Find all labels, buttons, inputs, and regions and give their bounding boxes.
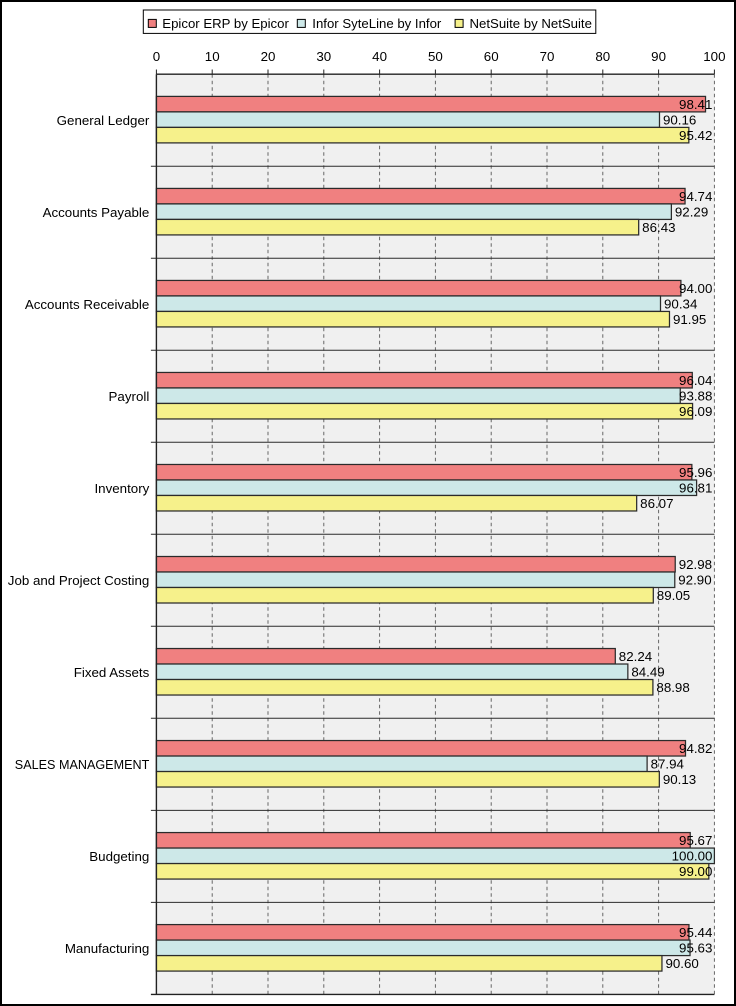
svg-text:50: 50 (428, 49, 443, 64)
svg-text:90.16: 90.16 (663, 112, 696, 127)
svg-text:90: 90 (651, 49, 666, 64)
svg-text:95.96: 95.96 (679, 465, 712, 480)
svg-text:98.41: 98.41 (679, 97, 712, 112)
svg-text:86.07: 86.07 (640, 496, 673, 511)
svg-text:70: 70 (540, 49, 555, 64)
svg-text:60: 60 (484, 49, 499, 64)
svg-text:84.49: 84.49 (631, 664, 664, 679)
svg-text:Payroll: Payroll (109, 389, 150, 404)
svg-text:93.88: 93.88 (679, 388, 712, 403)
svg-text:Fixed Assets: Fixed Assets (74, 665, 150, 680)
svg-text:0: 0 (153, 49, 160, 64)
svg-text:20: 20 (261, 49, 276, 64)
svg-text:95.67: 95.67 (679, 833, 712, 848)
svg-text:96.81: 96.81 (679, 480, 712, 495)
svg-text:92.98: 92.98 (679, 557, 712, 572)
svg-text:92.29: 92.29 (675, 204, 708, 219)
svg-text:90.60: 90.60 (665, 956, 698, 971)
svg-text:94.82: 94.82 (679, 741, 712, 756)
svg-text:86.43: 86.43 (642, 220, 675, 235)
svg-text:Budgeting: Budgeting (89, 849, 149, 864)
svg-text:Infor SyteLine by Infor: Infor SyteLine by Infor (312, 16, 442, 31)
svg-text:89.05: 89.05 (657, 588, 690, 603)
svg-text:82.24: 82.24 (619, 649, 653, 664)
svg-text:96.09: 96.09 (679, 404, 712, 419)
svg-text:Manufacturing: Manufacturing (65, 941, 149, 956)
svg-text:SALES MANAGEMENT: SALES MANAGEMENT (15, 757, 150, 772)
svg-text:88.98: 88.98 (656, 680, 689, 695)
svg-text:Accounts Payable: Accounts Payable (43, 205, 150, 220)
svg-text:91.95: 91.95 (673, 312, 706, 327)
svg-text:99.00: 99.00 (679, 864, 712, 879)
svg-text:94.74: 94.74 (679, 189, 713, 204)
svg-text:10: 10 (205, 49, 220, 64)
svg-text:80: 80 (595, 49, 610, 64)
svg-text:95.44: 95.44 (679, 925, 713, 940)
svg-text:87.94: 87.94 (651, 756, 685, 771)
svg-text:90.34: 90.34 (664, 296, 698, 311)
svg-text:100: 100 (703, 49, 725, 64)
svg-text:96.04: 96.04 (679, 373, 713, 388)
svg-text:95.63: 95.63 (679, 941, 712, 956)
svg-text:90.13: 90.13 (663, 772, 696, 787)
svg-text:94.00: 94.00 (679, 281, 712, 296)
svg-text:NetSuite by NetSuite: NetSuite by NetSuite (470, 16, 592, 31)
svg-text:95.42: 95.42 (679, 128, 712, 143)
svg-text:General Ledger: General Ledger (57, 113, 150, 128)
svg-text:100.00: 100.00 (672, 849, 713, 864)
svg-text:92.90: 92.90 (678, 572, 711, 587)
svg-text:Accounts Receivable: Accounts Receivable (25, 297, 149, 312)
svg-text:Inventory: Inventory (94, 481, 149, 496)
svg-text:40: 40 (372, 49, 387, 64)
svg-text:30: 30 (316, 49, 331, 64)
svg-text:Job and Project Costing: Job and Project Costing (8, 573, 150, 588)
svg-text:Epicor ERP by Epicor: Epicor ERP by Epicor (162, 16, 289, 31)
